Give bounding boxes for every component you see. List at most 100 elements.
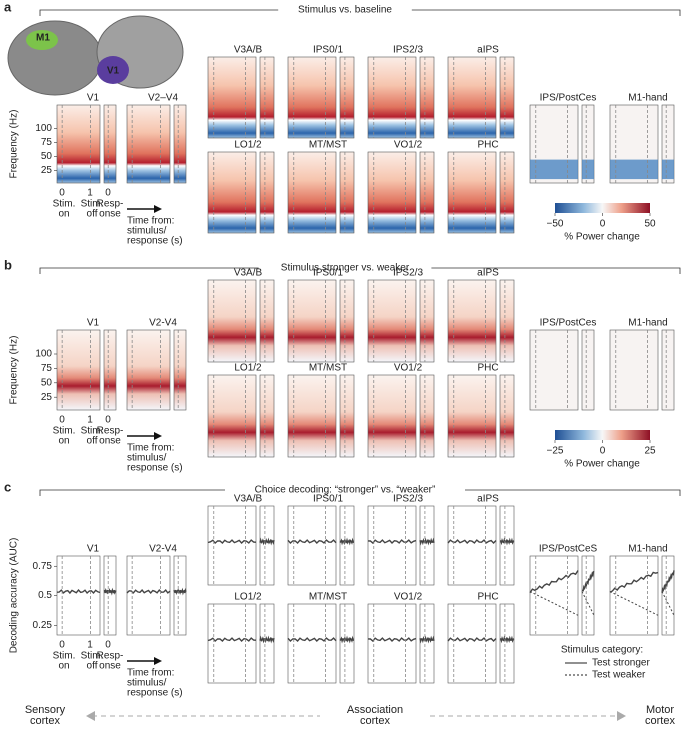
region-label: LO1/2 [234,592,262,603]
plot-area [207,56,257,139]
plot-area [126,555,171,636]
region-label: VO1/2 [394,592,423,603]
decoding-trace [339,537,354,546]
time-label: stimulus/ [127,226,167,237]
plot-area [367,151,417,234]
title-bracket [39,9,681,16]
plot-area [207,279,257,363]
plot-area [419,151,435,234]
plot-area [259,56,275,139]
plot-area [259,374,275,458]
decoding-trace [499,635,515,644]
region-label: MT/MST [309,140,347,151]
plot-area [103,555,117,636]
x-tick-label: 1 [87,188,93,199]
y-tick-label: 0.5 [38,590,52,601]
plot-area [287,374,337,458]
x-tick-caption: Stim. [53,426,76,437]
region-label: LO1/2 [234,363,262,374]
time-label: response (s) [127,463,183,474]
y-tick-label: 0.75 [33,561,53,572]
plot-area [419,374,435,458]
title-bracket [39,267,681,274]
plot-area [367,279,417,363]
plot-area [529,329,579,411]
panel-letter: c [4,479,11,494]
plot-area [259,603,275,684]
x-tick-label: 1 [87,640,93,651]
region-label: IPS2/3 [393,45,423,56]
plot-area [499,374,515,458]
time-arrowhead [154,432,162,440]
legend-label: Test weaker [592,670,646,681]
region-label: VO1/2 [394,363,423,374]
x-tick-caption: Stim. [81,651,104,662]
region-label: MT/MST [309,363,347,374]
plot-area [447,151,497,234]
region-label: V2-V4 [149,544,177,555]
x-tick-caption: Resp- [97,651,124,662]
cortex-label: cortex [645,715,675,727]
plot-band [610,159,658,180]
y-tick-label: 25 [41,165,53,176]
y-tick-label: 0.25 [33,620,53,631]
legend-label: Test stronger [592,658,650,669]
region-label: MT/MST [309,592,347,603]
plot-area [259,279,275,363]
plot-area [103,329,117,411]
decoding-trace [207,539,257,544]
decoding-trace [287,637,337,642]
time-label: response (s) [127,688,183,699]
colorbar-tick-label: 0 [600,219,606,230]
region-label: IPS/PostCes [540,93,597,104]
region-label: IPS/PostCes [540,318,597,329]
plot-area [287,56,337,139]
region-label: V1 [87,544,100,555]
decoding-trace [529,570,579,594]
plot-area [173,104,187,184]
plot-area [287,505,337,586]
x-tick-caption: on [58,436,69,447]
plot-area [287,279,337,363]
plot-area [103,104,117,184]
plot-area [173,329,187,411]
y-axis-label: Decoding accuracy (AUC) [9,538,20,654]
y-tick-label: 75 [41,363,53,374]
plot-area [173,555,187,636]
time-label: response (s) [127,236,183,247]
plot-area [447,603,497,684]
cortex-label: Association [347,704,403,716]
plot-area [56,555,101,636]
region-label: V3A/B [234,268,263,279]
decoding-trace [447,539,497,545]
plot-area [126,104,171,184]
plot-area [207,603,257,684]
decoding-trace [581,591,595,616]
time-label: stimulus/ [127,453,167,464]
decoding-trace [126,589,171,595]
x-tick-caption: off [87,661,98,672]
x-tick-label: 0 [59,640,65,651]
x-tick-caption: onse [99,209,121,220]
region-label: IPS2/3 [393,494,423,505]
region-label: IPS0/1 [313,45,343,56]
decoding-trace [207,637,257,642]
plot-area [367,505,417,586]
plot-area [339,56,355,139]
region-label: IPS0/1 [313,494,343,505]
brain-patch-m1 [26,30,58,50]
colorbar-label: % Power change [564,459,640,470]
region-label: IPS/PostCeS [539,544,598,555]
panel-title: Choice decoding: “stronger” vs. “weaker” [255,485,436,496]
region-label: LO1/2 [234,140,262,151]
cortex-label: Motor [646,704,674,716]
colorbar-tick-label: 25 [644,446,656,457]
x-tick-label: 0 [105,188,111,199]
x-tick-label: 0 [59,188,65,199]
plot-area [499,279,515,363]
colorbar-label: % Power change [564,232,640,243]
plot-area [447,374,497,458]
plot-area [339,151,355,234]
colorbar-tick-label: 50 [644,219,656,230]
colorbar [555,430,650,440]
